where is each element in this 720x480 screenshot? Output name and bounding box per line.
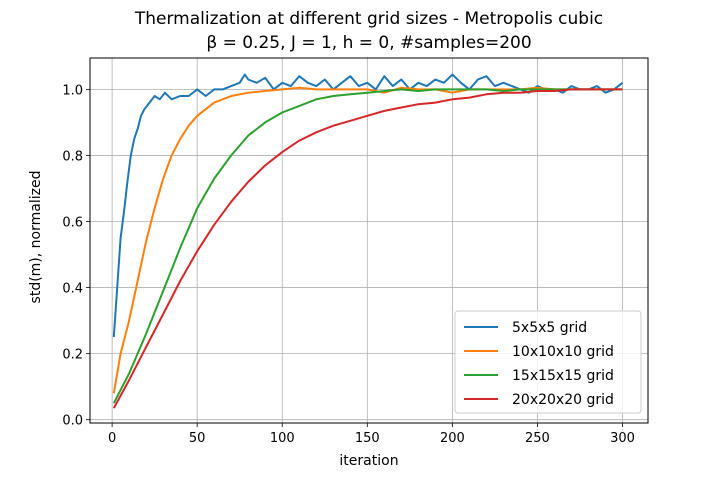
chart-title: Thermalization at different grid sizes -… [134, 9, 603, 29]
series-line-20x20x20-grid [112, 88, 623, 409]
legend: 5x5x5 grid 10x10x10 grid 15x15x15 grid 20x2… [454, 310, 642, 414]
y-tick-label: 0.6 [62, 216, 83, 231]
plot-frame [89, 57, 649, 424]
y-tick-label: 0.8 [62, 149, 83, 164]
legend-label-10x10x10-grid: 10x10x10 grid [512, 344, 614, 360]
tick-layer: 0 50 100 150 200 250 300 0.0 0.2 0.4 0.6 0.8 1.0 [62, 83, 635, 446]
y-tick-label: 0.4 [62, 282, 83, 297]
y-axis-label: std(m), normalized [28, 171, 44, 304]
x-tick-label: 300 [610, 431, 635, 446]
y-tick-label: 0.2 [62, 348, 83, 363]
x-tick-label: 200 [440, 431, 465, 446]
legend-label-20x20x20-grid: 20x20x20 grid [512, 392, 614, 408]
y-tick-label: 0.0 [62, 414, 83, 429]
series-line-15x15x15-grid [112, 88, 623, 404]
chart-subtitle: β = 0.25, J = 1, h = 0, #samples=200 [206, 33, 531, 53]
legend-label-15x15x15-grid: 15x15x15 grid [512, 368, 614, 384]
y-tick-label: 1.0 [62, 83, 83, 98]
legend-label-5x5x5-grid: 5x5x5 grid [512, 320, 587, 336]
x-tick-label: 150 [355, 431, 380, 446]
x-axis-label: iteration [339, 453, 398, 469]
x-tick-label: 0 [108, 431, 116, 446]
series-layer [112, 73, 624, 409]
x-tick-label: 100 [270, 431, 295, 446]
x-tick-label: 50 [189, 431, 206, 446]
series-line-5x5x5-grid [112, 73, 624, 338]
x-tick-label: 250 [525, 431, 550, 446]
legend-box [454, 310, 642, 414]
